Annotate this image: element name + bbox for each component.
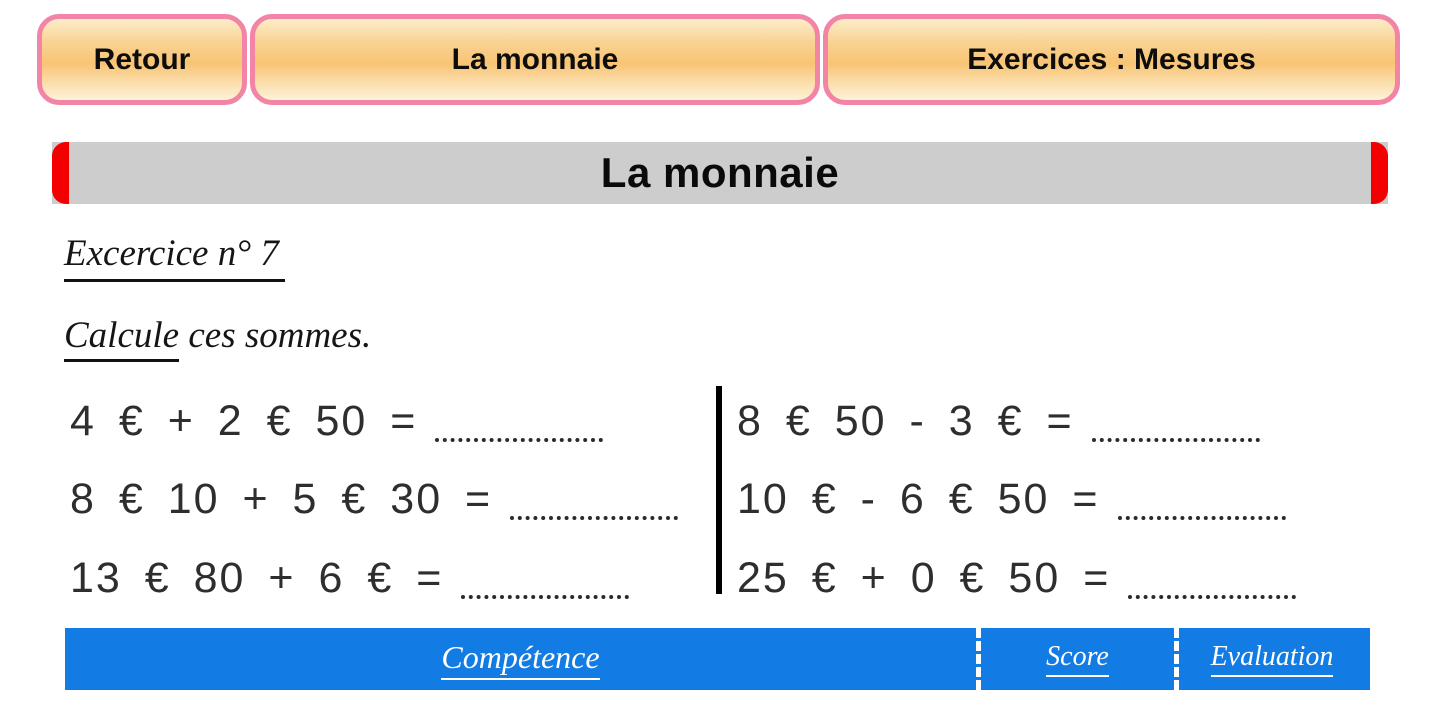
exercise-number-heading: Excercice n° 7 — [64, 232, 285, 282]
problem-expression: 13 € 80 + 6 € = — [70, 554, 444, 602]
result-column-score: Score — [976, 628, 1174, 690]
problem-expression: 8 € 10 + 5 € 30 = — [70, 475, 493, 523]
nav-button-la-monnaie-label: La monnaie — [451, 42, 619, 76]
answer-blank — [1091, 434, 1260, 442]
result-column-evaluation: Evaluation — [1174, 628, 1365, 690]
instruction-verb: Calcule — [64, 315, 180, 362]
back-button[interactable]: Retour — [37, 14, 247, 105]
problem-expression: 25 € + 0 € 50 = — [737, 554, 1111, 602]
problem-expression: 10 € - 6 € 50 = — [737, 475, 1100, 523]
answer-blank — [435, 434, 604, 442]
banner-left-accent — [52, 142, 69, 204]
evaluation-label: Evaluation — [1210, 641, 1334, 677]
answer-blank — [461, 591, 630, 599]
problem-row: 10 € - 6 € 50 = — [737, 468, 1286, 524]
result-column-competence: Compétence — [65, 628, 976, 690]
answer-blank — [1128, 591, 1297, 599]
page-title: La monnaie — [600, 149, 840, 196]
problem-row: 25 € + 0 € 50 = — [737, 547, 1297, 603]
nav-button-exercices-mesures-label: Exercices : Mesures — [967, 42, 1256, 76]
score-label: Score — [1046, 641, 1109, 677]
problem-row: 8 € 10 + 5 € 30 = — [70, 468, 679, 524]
instruction-rest: ces sommes. — [179, 315, 372, 356]
problem-row: 13 € 80 + 6 € = — [70, 547, 630, 603]
exercise-instruction: Calcule ces sommes. — [64, 314, 372, 362]
nav-button-exercices-mesures[interactable]: Exercices : Mesures — [823, 14, 1400, 105]
banner-right-accent — [1371, 142, 1388, 204]
result-table-header: Compétence Score Evaluation — [65, 628, 1370, 690]
competence-label: Compétence — [441, 639, 600, 680]
back-button-label: Retour — [93, 42, 191, 76]
problem-row: 4 € + 2 € 50 = — [70, 390, 604, 446]
page-banner: La monnaie — [52, 142, 1388, 204]
problem-row: 8 € 50 - 3 € = — [737, 390, 1260, 446]
problem-expression: 8 € 50 - 3 € = — [737, 397, 1074, 445]
column-divider-rule — [716, 386, 722, 594]
problem-expression: 4 € + 2 € 50 = — [70, 397, 418, 445]
answer-blank — [1117, 512, 1286, 520]
nav-button-la-monnaie[interactable]: La monnaie — [250, 14, 820, 105]
answer-blank — [510, 512, 679, 520]
